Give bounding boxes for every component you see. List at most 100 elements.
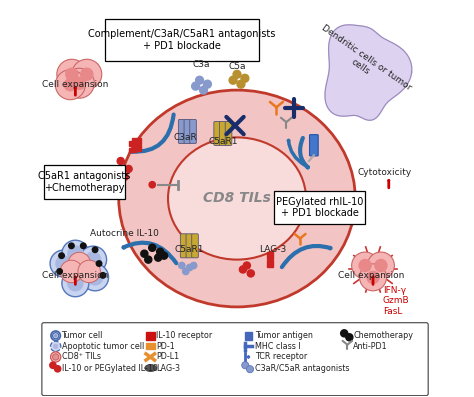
Text: Tumor cell: Tumor cell — [62, 331, 103, 340]
FancyBboxPatch shape — [178, 119, 185, 143]
Circle shape — [121, 173, 128, 180]
Circle shape — [72, 59, 102, 89]
Circle shape — [53, 343, 58, 349]
Text: C3a: C3a — [193, 60, 210, 69]
Text: C5a: C5a — [228, 62, 246, 71]
Text: Cell expansion: Cell expansion — [338, 271, 404, 280]
FancyBboxPatch shape — [105, 19, 259, 60]
Text: C3aR/C5aR antagonists: C3aR/C5aR antagonists — [255, 364, 349, 372]
Circle shape — [191, 262, 197, 269]
Circle shape — [53, 333, 59, 339]
Circle shape — [51, 331, 60, 340]
Text: IL-10 receptor: IL-10 receptor — [156, 331, 212, 340]
FancyBboxPatch shape — [225, 121, 232, 145]
FancyBboxPatch shape — [184, 119, 191, 143]
Circle shape — [53, 354, 59, 360]
Ellipse shape — [145, 364, 156, 372]
Circle shape — [59, 253, 64, 258]
Circle shape — [229, 76, 237, 84]
Circle shape — [341, 330, 348, 337]
Circle shape — [55, 70, 85, 100]
Text: PD-1: PD-1 — [156, 342, 175, 351]
Text: Autocrine IL-10: Autocrine IL-10 — [90, 229, 159, 239]
Circle shape — [85, 251, 101, 268]
Text: Cell expansion: Cell expansion — [42, 80, 109, 89]
Circle shape — [64, 78, 77, 91]
Circle shape — [62, 270, 89, 297]
Circle shape — [352, 252, 379, 279]
Circle shape — [145, 256, 152, 263]
Text: IFN-γ
GzmB
FasL: IFN-γ GzmB FasL — [383, 286, 410, 316]
Circle shape — [80, 246, 107, 273]
Circle shape — [149, 181, 155, 188]
Circle shape — [51, 341, 61, 351]
Text: TCR receptor: TCR receptor — [255, 353, 307, 362]
Circle shape — [96, 261, 102, 266]
Circle shape — [67, 275, 83, 291]
Circle shape — [239, 266, 246, 273]
Circle shape — [358, 259, 372, 272]
Bar — [132, 138, 141, 144]
Polygon shape — [325, 25, 412, 120]
Bar — [266, 260, 273, 268]
Text: CD8⁺ TILs: CD8⁺ TILs — [62, 353, 100, 362]
FancyBboxPatch shape — [186, 234, 192, 258]
Ellipse shape — [118, 90, 356, 307]
Text: MHC class I: MHC class I — [255, 342, 301, 351]
Circle shape — [203, 80, 211, 88]
Bar — [146, 332, 155, 339]
Text: PEGylated rhIL-10
+ PD1 blockade: PEGylated rhIL-10 + PD1 blockade — [276, 197, 364, 218]
Bar — [128, 141, 137, 146]
Circle shape — [359, 264, 386, 291]
Circle shape — [191, 82, 200, 90]
Circle shape — [149, 244, 156, 251]
Text: IL-10 or PEGylated IL-10: IL-10 or PEGylated IL-10 — [62, 364, 157, 372]
Circle shape — [242, 362, 249, 369]
Circle shape — [247, 270, 255, 277]
Circle shape — [233, 70, 241, 78]
Circle shape — [62, 240, 89, 267]
Circle shape — [92, 247, 98, 252]
Circle shape — [111, 168, 118, 174]
Circle shape — [125, 166, 132, 172]
Circle shape — [200, 86, 208, 94]
Circle shape — [237, 80, 245, 88]
Circle shape — [117, 158, 124, 165]
FancyBboxPatch shape — [310, 135, 318, 156]
Circle shape — [69, 243, 74, 249]
Circle shape — [187, 264, 193, 271]
Circle shape — [65, 67, 79, 81]
Circle shape — [374, 259, 388, 272]
Circle shape — [179, 262, 185, 269]
FancyBboxPatch shape — [214, 121, 220, 145]
Circle shape — [51, 352, 61, 362]
Text: C5aR1: C5aR1 — [175, 245, 204, 254]
FancyBboxPatch shape — [44, 165, 125, 198]
Text: Apoptotic tumor cell: Apoptotic tumor cell — [62, 342, 144, 351]
Bar — [128, 148, 137, 152]
Text: Cell expansion: Cell expansion — [42, 271, 109, 280]
Circle shape — [55, 366, 61, 372]
Text: LAG-3: LAG-3 — [259, 245, 286, 254]
FancyBboxPatch shape — [190, 119, 196, 143]
Circle shape — [55, 255, 72, 272]
Circle shape — [246, 366, 254, 373]
Text: Dendritic cells or tumor
cells: Dendritic cells or tumor cells — [314, 24, 413, 101]
Bar — [266, 252, 273, 259]
Circle shape — [182, 268, 189, 275]
Circle shape — [346, 334, 353, 341]
Circle shape — [68, 252, 91, 275]
Bar — [132, 145, 141, 151]
Text: C3aR: C3aR — [174, 133, 198, 142]
Circle shape — [50, 250, 77, 277]
FancyBboxPatch shape — [180, 234, 187, 258]
Text: Chemotherapy: Chemotherapy — [353, 331, 413, 340]
Circle shape — [196, 76, 203, 84]
Circle shape — [57, 59, 87, 89]
FancyBboxPatch shape — [219, 121, 226, 145]
Text: C5aR1 antagonists
+Chemotherapy: C5aR1 antagonists +Chemotherapy — [38, 171, 130, 193]
Text: CD8 TILs: CD8 TILs — [203, 191, 271, 206]
Circle shape — [54, 334, 57, 337]
Circle shape — [161, 252, 168, 259]
Circle shape — [141, 250, 148, 257]
